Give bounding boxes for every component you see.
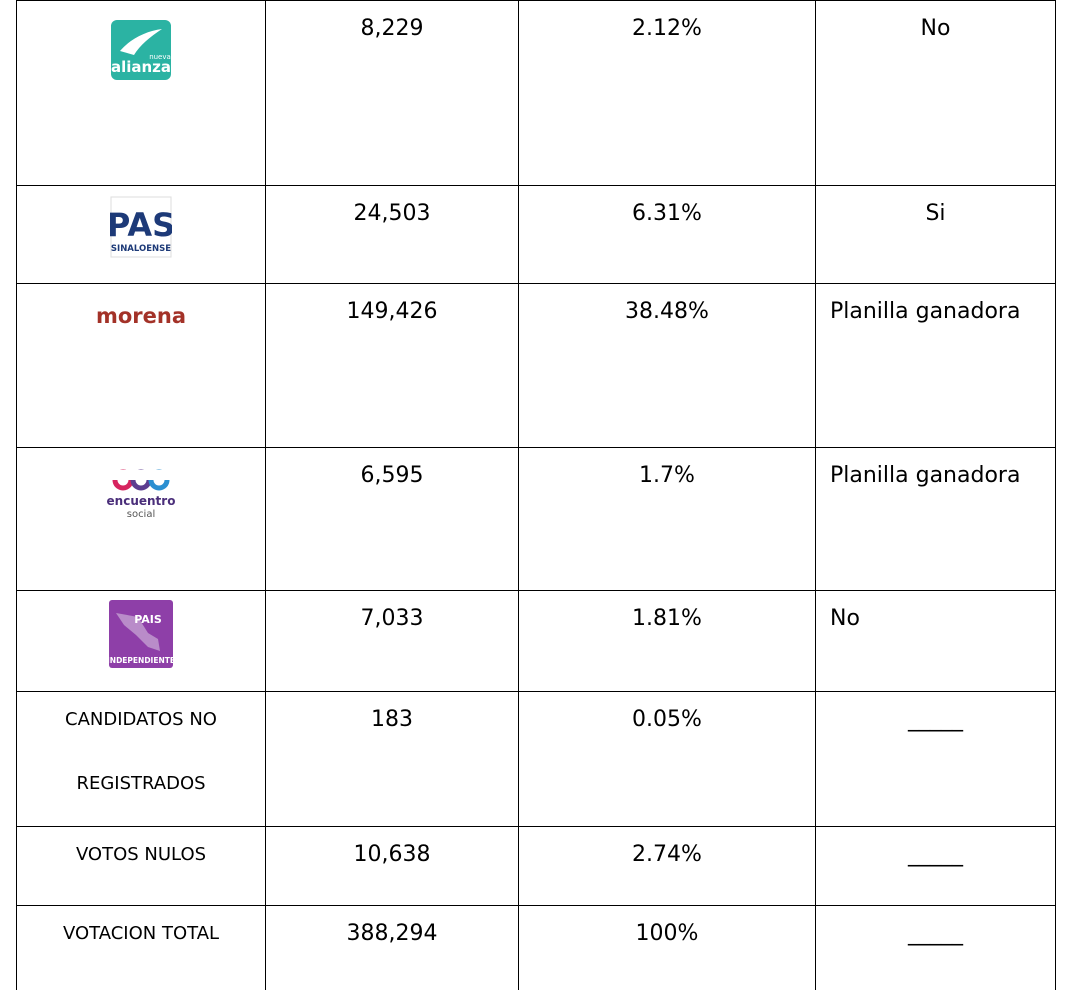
value: 38.48% [625,299,709,324]
logo-box: PAS SINALOENSE [17,196,265,258]
table-cell: 6.31% [518,185,815,283]
row-label: CANDIDATOS NO REGISTRADOS [65,709,217,794]
table-cell: Planilla ganadora [815,283,1056,447]
table-cell: _____ [815,826,1056,905]
table-cell: 2.12% [518,0,815,185]
value: 8,229 [360,16,424,41]
logo-text: nueva [149,53,171,61]
table-cell: 2.74% [518,826,815,905]
logo-box: nueva alianza [17,19,265,81]
table-cell: encuentro social [16,447,265,590]
table-cell: 388,294 [265,905,518,990]
logo-box: encuentro social [17,464,265,526]
status: _____ [908,707,963,732]
value: 2.12% [632,16,702,41]
table-cell: VOTOS NULOS [16,826,265,905]
status: No [920,16,951,41]
row-label: VOTACION TOTAL [62,923,220,944]
logo-text: alianza [111,58,171,76]
table-cell: 24,503 [265,185,518,283]
logo-box: PAIS INDEPENDIENTE [17,599,265,669]
value: 6.31% [632,201,702,226]
table-cell: nueva alianza [16,0,265,185]
table-cell: _____ [815,691,1056,826]
table-cell: 1.81% [518,590,815,691]
row-label: VOTOS NULOS [75,844,207,865]
value: 2.74% [632,842,702,867]
status: No [830,606,860,631]
logo-text: PAIS [134,613,162,626]
logo: nueva alianza [111,20,171,80]
logo-text: PAS [110,206,172,244]
status: _____ [908,842,963,867]
table-cell: 0.05% [518,691,815,826]
status: Planilla ganadora [830,299,1021,324]
status: _____ [908,921,963,946]
table-cell: 38.48% [518,283,815,447]
value: 100% [635,921,699,946]
table-cell: CANDIDATOS NO REGISTRADOS [16,691,265,826]
table-cell: No [815,0,1056,185]
status: Planilla ganadora [830,463,1021,488]
logo: PAIS INDEPENDIENTE [108,600,174,668]
logo-text: morena [96,304,186,328]
logo-text: INDEPENDIENTE [108,656,174,665]
value: 7,033 [360,606,424,631]
table-cell: 1.7% [518,447,815,590]
table-cell: _____ [815,905,1056,990]
logo-text: social [127,509,156,520]
logo: morena [96,304,186,328]
value: 388,294 [346,921,438,946]
value: 1.81% [632,606,702,631]
value: 0.05% [632,707,702,732]
table-cell: 8,229 [265,0,518,185]
value: 6,595 [360,463,424,488]
status: Si [925,201,946,226]
table-cell: VOTACION TOTAL [16,905,265,990]
table-cell: 183 [265,691,518,826]
table-cell: 6,595 [265,447,518,590]
table-cell: Planilla ganadora [815,447,1056,590]
table-cell: 100% [518,905,815,990]
table-cell: morena [16,283,265,447]
value: 24,503 [353,201,431,226]
table-cell: 10,638 [265,826,518,905]
table-cell: 7,033 [265,590,518,691]
value: 10,638 [353,842,431,867]
logo: PAS SINALOENSE [110,196,172,258]
logo: encuentro social [107,469,176,520]
table-cell: PAS SINALOENSE [16,185,265,283]
logo-box: morena [17,296,265,336]
table-cell: Si [815,185,1056,283]
logo-text: encuentro [107,494,176,508]
table-cell: 149,426 [265,283,518,447]
value: 1.7% [639,463,695,488]
logo-text: SINALOENSE [111,244,171,254]
table-cell: PAIS INDEPENDIENTE [16,590,265,691]
value: 149,426 [346,299,438,324]
value: 183 [371,707,413,732]
table-cell: No [815,590,1056,691]
